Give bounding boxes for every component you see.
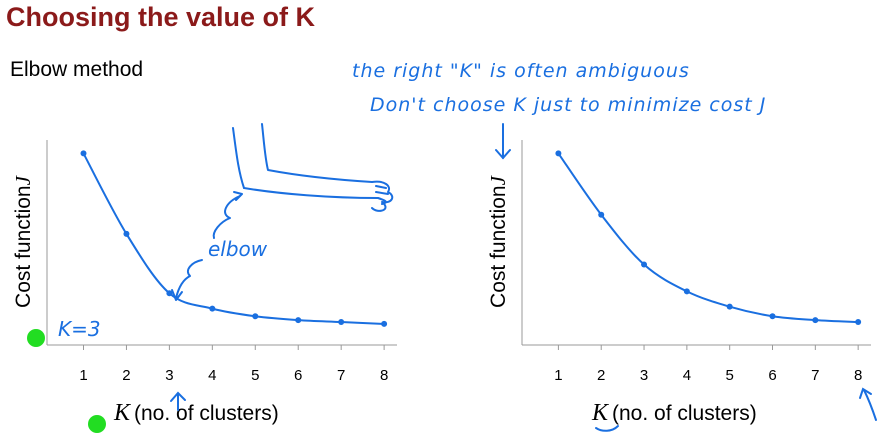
k3-tick-arrow <box>170 391 186 411</box>
cost-chart-right: 1 2 3 4 5 6 7 8 Cost functionJ K (no. of clusters) <box>486 140 871 426</box>
x-tick-label: 7 <box>811 367 819 384</box>
x-tick-label: 7 <box>337 367 345 384</box>
x-axis-label-var: K <box>113 400 132 426</box>
x-tick-label: 6 <box>294 367 302 384</box>
elbow-chart-left: 1 2 3 4 5 6 7 8 Cost functionJ K (no. of clusters) <box>11 140 397 426</box>
x-tick-label: 1 <box>554 367 562 384</box>
x-tick-label: 2 <box>122 367 130 384</box>
x-tick-label: 6 <box>768 367 776 384</box>
data-point <box>209 305 216 312</box>
x-tick-label: 5 <box>726 367 734 384</box>
data-point <box>812 317 819 324</box>
slide-title: Choosing the value of K <box>6 2 316 32</box>
data-point <box>381 320 388 327</box>
y-axis-label-var: J <box>486 174 510 185</box>
k-equals-3-annotation: K=3 <box>58 317 101 341</box>
data-point <box>166 290 173 297</box>
x-tick-label: 4 <box>208 367 216 384</box>
data-point <box>598 211 605 218</box>
data-point <box>555 150 562 157</box>
slide-subtitle: Elbow method <box>10 58 144 81</box>
data-point <box>338 319 345 326</box>
y-axis-label-text: Cost function <box>12 185 35 308</box>
y-axis-label-text: Cost function <box>487 185 510 308</box>
y-axis-label: Cost functionJ <box>486 174 510 308</box>
cost-curve <box>557 152 859 324</box>
x-tick-label: 8 <box>380 367 388 384</box>
x-tick-label: 8 <box>854 367 862 384</box>
data-point <box>252 313 259 320</box>
data-point <box>123 230 130 237</box>
y-axis-label: Cost functionJ <box>11 174 35 308</box>
note-down-arrow <box>495 123 511 160</box>
x-axis-label-var: K <box>591 400 610 426</box>
k8-tick-arrow <box>859 387 877 421</box>
x-tick-label: 3 <box>165 367 173 384</box>
x-axis-label-text: (no. of clusters) <box>612 402 757 425</box>
x-tick-label: 2 <box>597 367 605 384</box>
y-axis-label-var: J <box>11 174 35 185</box>
x-tick-label: 3 <box>640 367 648 384</box>
x-tick-label: 1 <box>79 367 87 384</box>
data-point <box>683 288 690 295</box>
data-point <box>769 313 776 320</box>
x-tick-label: 5 <box>251 367 259 384</box>
data-point <box>726 303 733 310</box>
green-marker-dot-bottom <box>88 415 106 433</box>
elbow-arrows <box>171 191 243 301</box>
green-marker-dot-top <box>27 329 45 347</box>
x-axis-label-text: (no. of clusters) <box>134 402 279 425</box>
k-underline <box>595 425 619 432</box>
data-point <box>80 150 87 157</box>
x-tick-label: 4 <box>683 367 691 384</box>
handwritten-note-ambiguous: the right "K" is often ambiguous <box>352 60 690 82</box>
data-point <box>855 319 862 326</box>
elbow-annotation: elbow <box>208 237 268 261</box>
data-point <box>295 317 302 324</box>
data-point <box>641 261 648 268</box>
handwritten-note-dont-minimize: Don't choose K just to minimize cost J <box>370 94 767 116</box>
arm-sketch <box>232 123 394 212</box>
